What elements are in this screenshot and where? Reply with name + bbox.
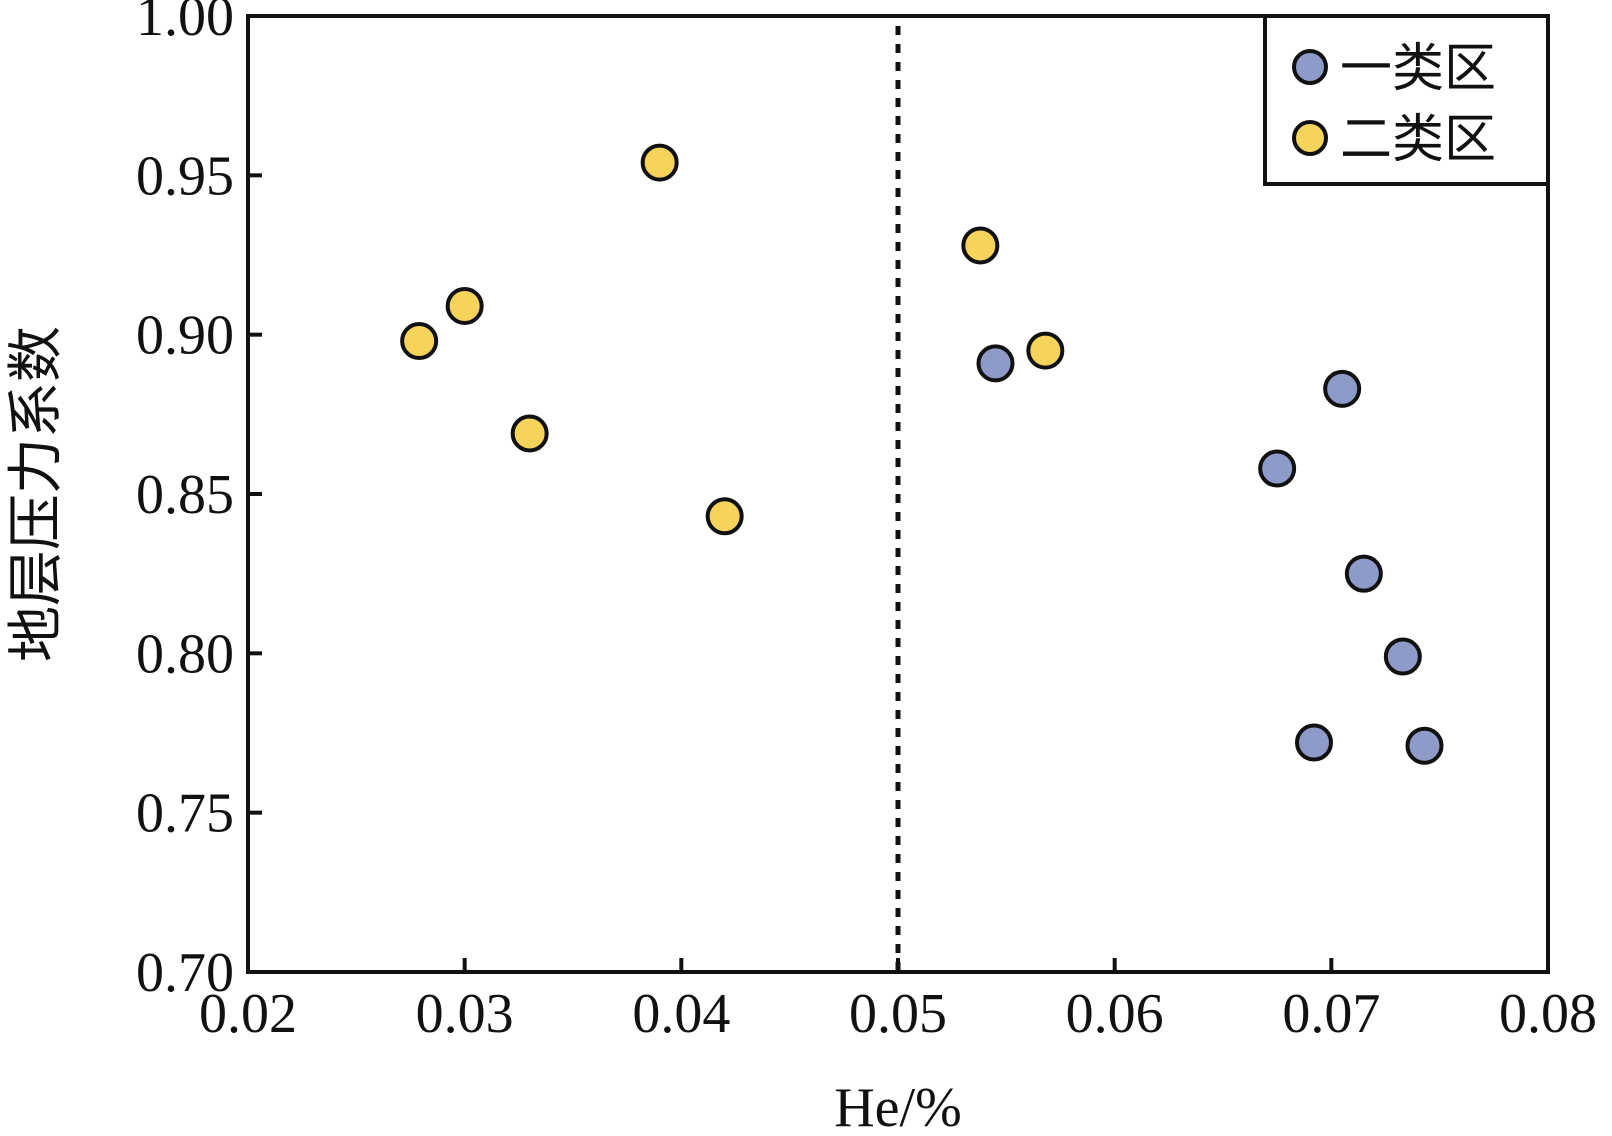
data-point-class1 xyxy=(1405,726,1444,765)
x-axis-label: He/% xyxy=(834,1077,962,1136)
data-point-class2 xyxy=(961,226,1000,265)
legend-box xyxy=(1263,14,1550,186)
y-tick-label: 0.95 xyxy=(136,145,234,207)
x-tick-label: 0.04 xyxy=(632,983,730,1045)
data-point-class2 xyxy=(400,322,439,361)
x-tick-label: 0.08 xyxy=(1499,983,1597,1045)
data-point-class1 xyxy=(976,344,1015,383)
data-point-class2 xyxy=(1026,331,1065,370)
x-tick-label: 0.02 xyxy=(199,983,297,1045)
y-tick-label: 0.90 xyxy=(136,305,234,367)
y-tick-label: 0.80 xyxy=(136,623,234,685)
data-point-class1 xyxy=(1383,637,1422,676)
data-point-class1 xyxy=(1295,723,1333,762)
data-points xyxy=(400,143,1444,765)
y-tick-label: 1.00 xyxy=(136,0,234,48)
x-tick-label: 0.06 xyxy=(1066,983,1164,1045)
legend-label-class1: 一类区 xyxy=(1340,39,1496,99)
legend-marker-class2 xyxy=(1292,120,1328,156)
data-point-class2 xyxy=(510,414,549,453)
x-axis: 0.02 0.03 0.04 0.05 0.06 0.07 0.08 xyxy=(199,958,1597,1045)
data-point-class2 xyxy=(705,497,744,536)
y-axis: 0.70 0.75 0.80 0.85 0.90 0.95 1.00 xyxy=(136,0,262,1004)
x-tick-label: 0.07 xyxy=(1282,983,1380,1045)
y-tick-label: 0.75 xyxy=(136,783,234,845)
data-point-class1 xyxy=(1323,369,1362,408)
data-point-class1 xyxy=(1344,554,1383,593)
data-point-class2 xyxy=(640,143,679,182)
data-point-class1 xyxy=(1258,449,1297,488)
legend-marker-class1 xyxy=(1292,49,1328,85)
y-tick-label: 0.70 xyxy=(136,942,234,1004)
x-tick-label: 0.05 xyxy=(849,983,947,1045)
legend-label-class2: 二类区 xyxy=(1340,110,1496,170)
data-point-class2 xyxy=(445,286,484,325)
x-tick-label: 0.03 xyxy=(416,983,514,1045)
y-tick-label: 0.85 xyxy=(136,464,234,526)
y-axis-label: 地层压力系数 xyxy=(6,326,68,662)
legend: 一类区 二类区 xyxy=(1263,14,1550,186)
